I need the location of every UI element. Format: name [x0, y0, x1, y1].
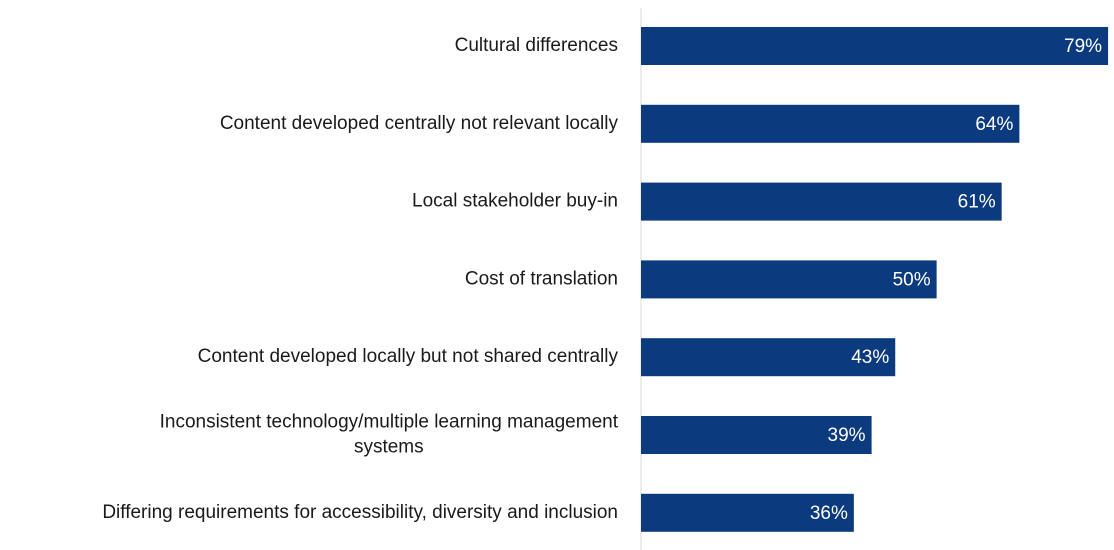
value-label: 64%	[975, 114, 1013, 135]
category-label: Differing requirements for accessibility…	[102, 502, 618, 523]
value-label: 39%	[828, 425, 866, 446]
category-label: Inconsistent technology/multiple learnin…	[160, 412, 619, 458]
value-label: 36%	[810, 503, 848, 524]
bar	[641, 104, 1020, 143]
category-label: Cultural differences	[455, 35, 618, 56]
bar	[641, 338, 896, 377]
category-label: Content developed centrally not relevant…	[220, 113, 619, 134]
bar	[641, 27, 1109, 65]
category-label: Cost of translation	[465, 268, 618, 289]
category-label: Content developed locally but not shared…	[198, 346, 619, 367]
bar	[641, 416, 872, 454]
value-label: 61%	[958, 192, 996, 213]
value-label: 43%	[851, 347, 889, 368]
value-label: 79%	[1064, 36, 1102, 57]
bar	[641, 260, 937, 299]
category-label: Local stakeholder buy-in	[412, 191, 618, 212]
bar	[641, 182, 1002, 221]
value-label: 50%	[893, 269, 931, 290]
bar	[641, 493, 854, 532]
